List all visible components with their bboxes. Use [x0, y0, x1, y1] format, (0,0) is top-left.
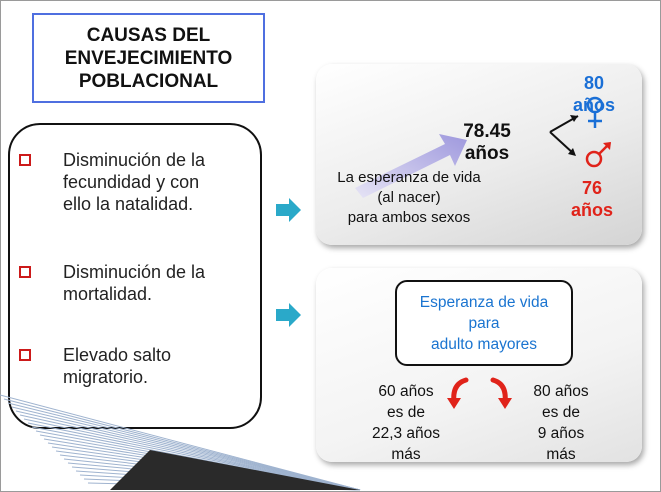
age-line: más — [546, 446, 576, 463]
adult-title-line: adulto mayores — [431, 335, 537, 353]
cause-line: ello la natalidad. — [63, 194, 194, 214]
description-line: (al nacer) — [377, 189, 441, 206]
right-arrow-icon — [276, 303, 301, 327]
description-line: para ambos sexos — [347, 209, 471, 226]
adult-expectancy-80: 80 años es de 9 años más — [520, 381, 602, 465]
cause-line: Elevado salto — [63, 345, 172, 365]
age-line: más — [391, 446, 421, 463]
cause-line: fecundidad y con — [63, 172, 200, 192]
cause-line: mortalidad. — [63, 284, 153, 304]
title-line-3: POBLACIONAL — [78, 70, 219, 92]
title-box: CAUSAS DEL ENVEJECIMIENTO POBLACIONAL — [32, 13, 265, 103]
age-line: es de — [387, 404, 425, 421]
female-symbol-icon — [586, 96, 604, 128]
life-expectancy-value: 78.45 años — [458, 121, 516, 165]
branch-arrows-icon — [549, 115, 579, 156]
decorative-diagonal-lines — [0, 394, 361, 491]
female-life-expectancy: 80 años — [570, 72, 618, 116]
bullet-square-icon — [19, 349, 31, 361]
adult-title-line: Esperanza de vida — [419, 293, 549, 311]
bullet-square-icon — [19, 266, 31, 278]
causes-box: Disminución de la fecundidad y con ello … — [8, 123, 262, 429]
curved-arrow-icon — [447, 377, 469, 409]
age-line: 9 años — [537, 425, 585, 442]
age-line: es de — [542, 404, 580, 421]
adult-expectancy-title-box: Esperanza de vida para adulto mayores — [395, 280, 573, 366]
description-line: La esperanza de vida — [337, 169, 481, 186]
female-value-number: 80 — [583, 73, 605, 93]
age-line: 80 años — [533, 383, 589, 400]
cause-line: Disminución de la — [63, 150, 206, 170]
age-line: 22,3 años — [371, 425, 441, 442]
female-value-unit: años — [572, 95, 615, 115]
diagonal-arrow-icon — [355, 134, 467, 198]
adult-expectancy-60: 60 años es de 22,3 años más — [362, 381, 450, 465]
cause-line: migratorio. — [63, 367, 149, 387]
cause-line: Disminución de la — [63, 262, 206, 282]
male-symbol-icon — [585, 142, 611, 168]
age-line: 60 años — [378, 383, 434, 400]
adult-title-line: para — [468, 314, 500, 332]
right-arrow-icon — [276, 198, 301, 222]
title-line-1: CAUSAS DEL — [86, 24, 211, 46]
male-value-unit: años — [570, 200, 613, 220]
male-value-number: 76 — [581, 178, 603, 198]
title-line-2: ENVEJECIMIENTO — [64, 47, 233, 69]
life-expectancy-description: La esperanza de vida (al nacer) para amb… — [316, 168, 502, 228]
life-expectancy-number: 78.45 — [463, 121, 511, 142]
male-life-expectancy: 76 años — [566, 177, 618, 221]
life-expectancy-unit: años — [464, 143, 510, 164]
decorative-dark-wedge — [110, 450, 360, 490]
bullet-square-icon — [19, 154, 31, 166]
curved-arrow-icon — [490, 377, 512, 409]
